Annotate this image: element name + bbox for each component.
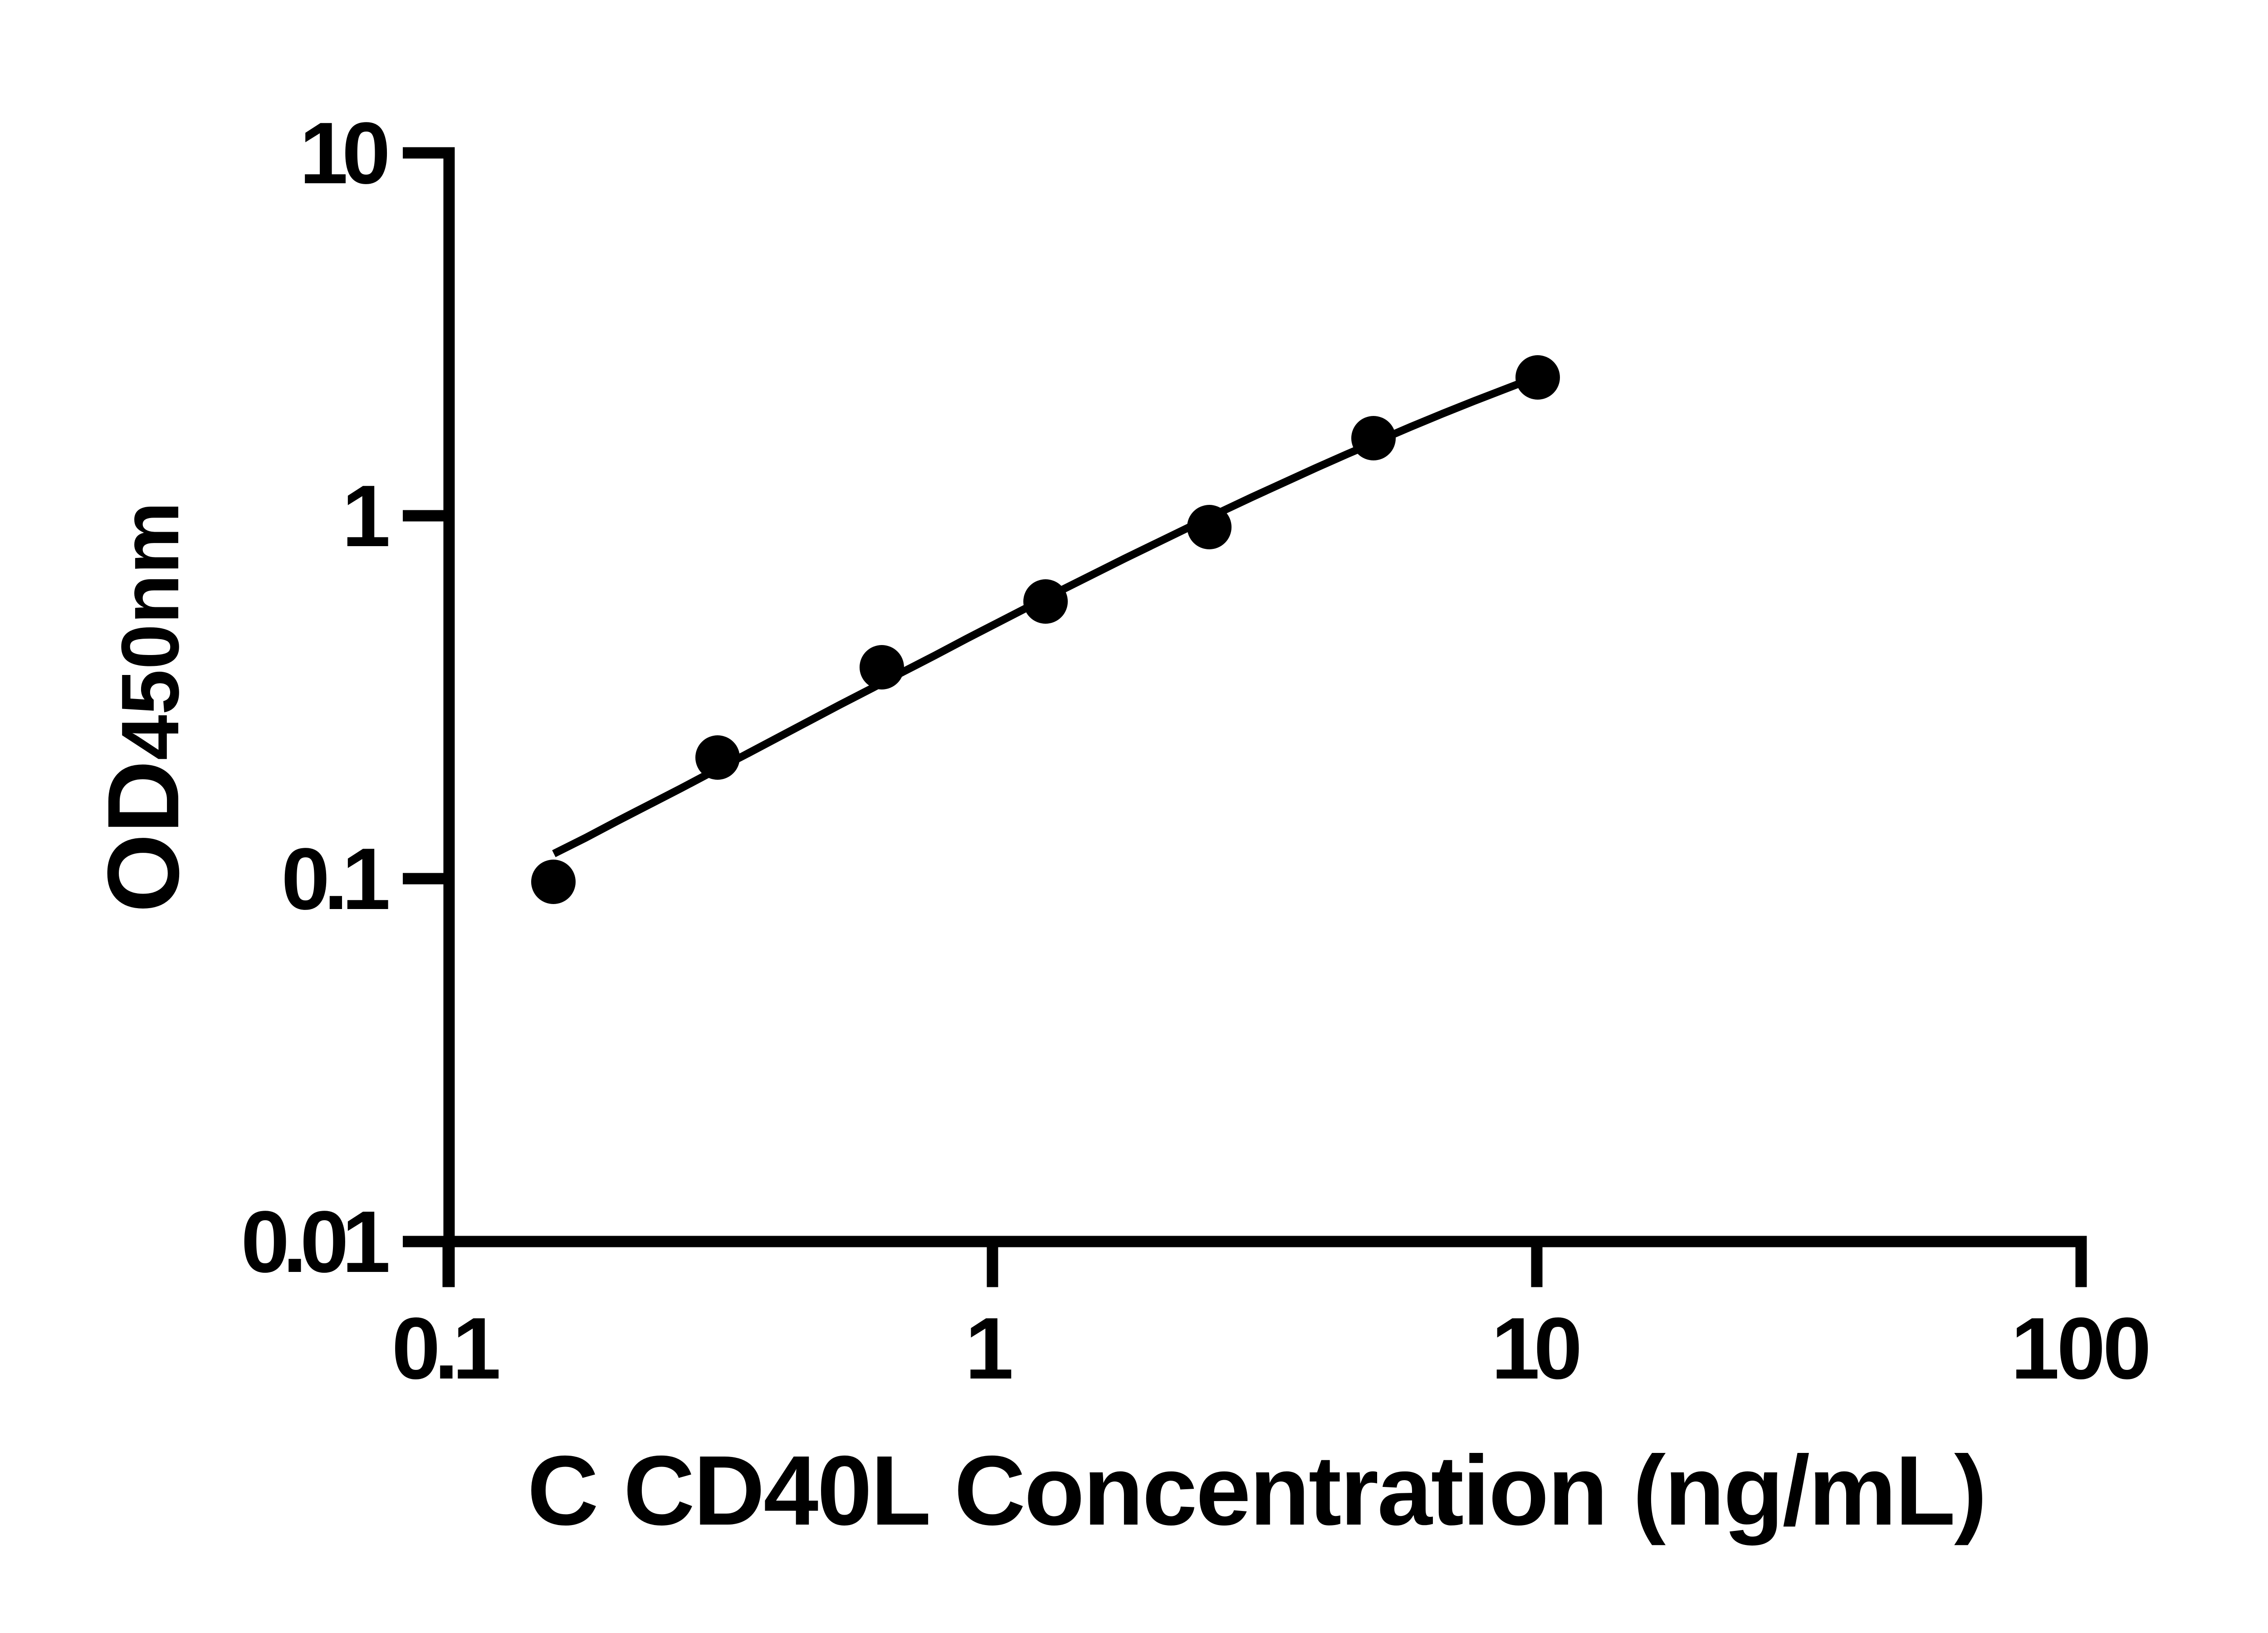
svg-text:10: 10 <box>299 104 391 202</box>
svg-text:0.1: 0.1 <box>392 1299 501 1397</box>
svg-text:1: 1 <box>965 1299 1013 1397</box>
svg-text:OD450nm: OD450nm <box>87 502 200 913</box>
svg-text:10: 10 <box>1491 1299 1583 1397</box>
svg-text:0.01: 0.01 <box>241 1193 391 1291</box>
svg-text:0.1: 0.1 <box>281 830 391 928</box>
svg-text:C CD40L Concentration (ng/mL): C CD40L Concentration (ng/mL) <box>527 1436 1985 1546</box>
svg-text:100: 100 <box>2011 1299 2151 1397</box>
svg-text:1: 1 <box>342 467 391 565</box>
